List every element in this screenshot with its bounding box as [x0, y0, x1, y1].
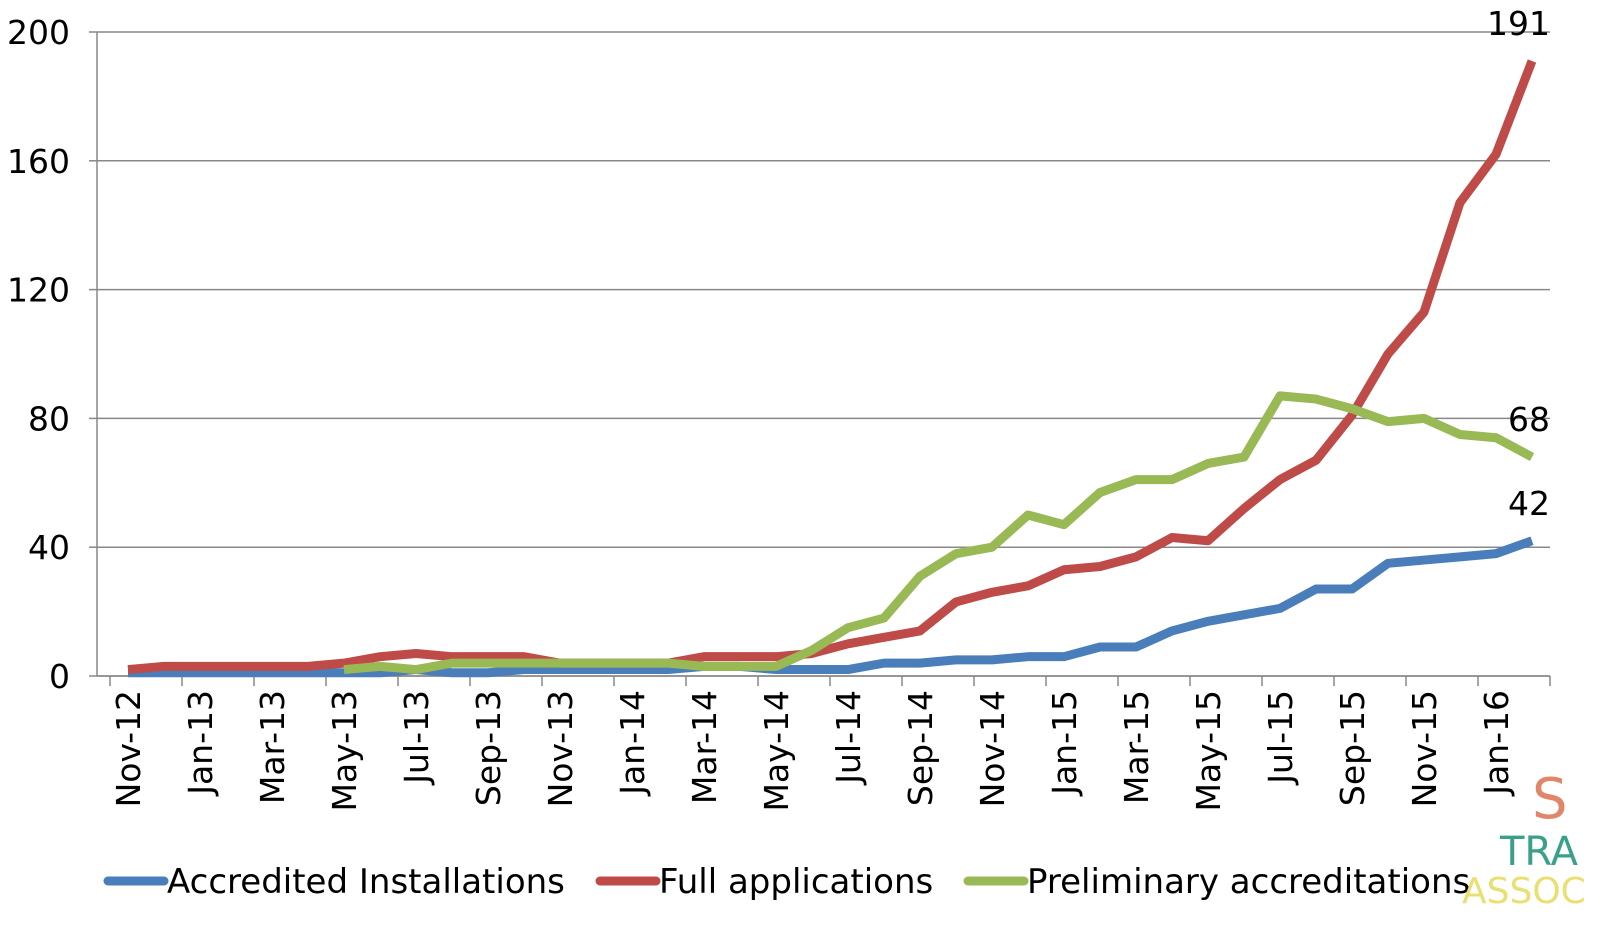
x-tick-label: Jul-15 [1261, 690, 1300, 786]
y-tick-label: 80 [28, 399, 70, 438]
data-label: 191 [1487, 4, 1550, 43]
series-line [127, 59, 1537, 675]
x-tick-label: Sep-15 [1333, 690, 1372, 806]
x-tick-label: Jul-13 [397, 690, 436, 786]
y-tick-label: 40 [28, 528, 70, 567]
x-tick-label: Nov-12 [109, 690, 148, 807]
x-tick-label: Sep-13 [469, 690, 508, 806]
series-line [343, 391, 1535, 675]
x-tick-label: Mar-15 [1117, 690, 1156, 804]
plot: 0 40 80 120 160 200 Nov-12 Jan-13 Mar-13 May-13 Ju… [7, 4, 1551, 902]
x-tick-label: Nov-15 [1405, 690, 1444, 807]
logo-text: S [1532, 767, 1568, 832]
x-tick-label: Nov-13 [541, 690, 580, 807]
x-tick-label: Nov-14 [973, 690, 1012, 807]
logo-text: TRA [1499, 829, 1579, 875]
y-tick-label: 0 [49, 657, 70, 696]
x-tick-label: May-15 [1189, 690, 1228, 812]
x-tick-label: Mar-14 [685, 690, 724, 804]
x-tick-label: May-13 [325, 690, 364, 812]
legend-label: Full applications [659, 862, 933, 902]
data-label: 42 [1508, 484, 1550, 523]
y-tick-label: 120 [7, 271, 70, 310]
y-tick-label: 160 [7, 142, 70, 181]
series-line [128, 536, 1534, 678]
x-tick-label: Sep-14 [901, 690, 940, 806]
x-tick-label: May-14 [757, 690, 796, 812]
x-tick-label: Jul-14 [829, 690, 868, 786]
data-label: 68 [1508, 400, 1550, 439]
x-tick-label: Jan-13 [181, 690, 220, 797]
legend-label: Accredited Installations [167, 862, 565, 902]
x-tick-label: Jan-16 [1477, 690, 1516, 797]
y-tick-label: 200 [7, 13, 70, 52]
x-tick-label: Jan-14 [613, 690, 652, 797]
legend-label: Preliminary accreditations [1027, 862, 1470, 902]
x-tick-label: Mar-13 [253, 690, 292, 804]
logo-text: ASSOC [1462, 871, 1586, 912]
x-tick-label: Jan-15 [1045, 690, 1084, 797]
